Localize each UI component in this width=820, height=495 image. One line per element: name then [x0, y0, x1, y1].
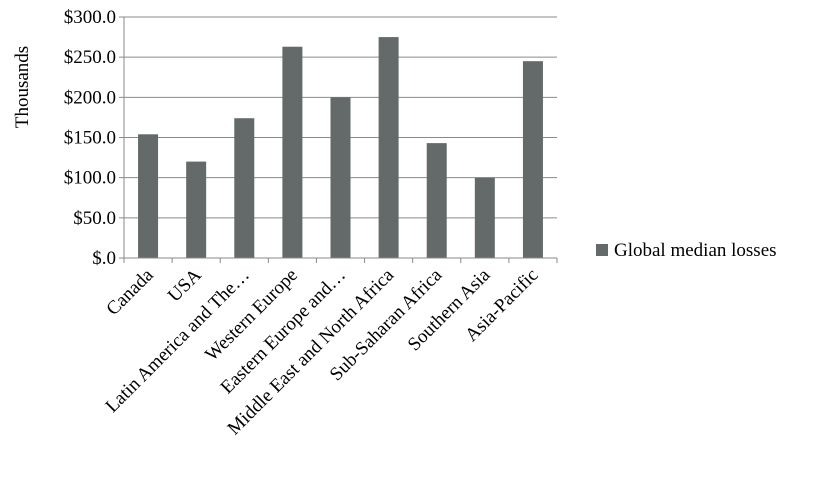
y-tick-label: $250.0 — [64, 47, 116, 68]
y-tick-labels: $.0 $50.0 $100.0 $150.0 $200.0 $250.0 $300.0 — [64, 7, 116, 269]
bar — [474, 177, 495, 258]
y-tick-label: $100.0 — [64, 168, 116, 189]
legend: Global median losses — [596, 240, 777, 261]
bar — [330, 97, 351, 258]
bars — [138, 37, 543, 259]
y-axis-title: Thousands — [12, 46, 33, 128]
y-tick-label: $150.0 — [64, 128, 116, 149]
y-tick-label: $.0 — [92, 248, 116, 269]
x-tick-label: Canada — [102, 264, 158, 320]
y-tick-label: $200.0 — [64, 87, 116, 108]
bar — [522, 61, 543, 258]
x-tick-label: USA — [164, 264, 206, 306]
bar — [282, 46, 303, 259]
bar — [426, 143, 447, 258]
bar — [378, 37, 399, 259]
bar — [186, 161, 207, 258]
y-tick-label: $300.0 — [64, 7, 116, 28]
legend-label: Global median losses — [614, 240, 777, 261]
axes — [119, 16, 558, 263]
legend-swatch — [596, 244, 608, 256]
bar — [138, 134, 159, 258]
y-tick-label: $50.0 — [73, 208, 116, 229]
bar — [234, 118, 255, 258]
